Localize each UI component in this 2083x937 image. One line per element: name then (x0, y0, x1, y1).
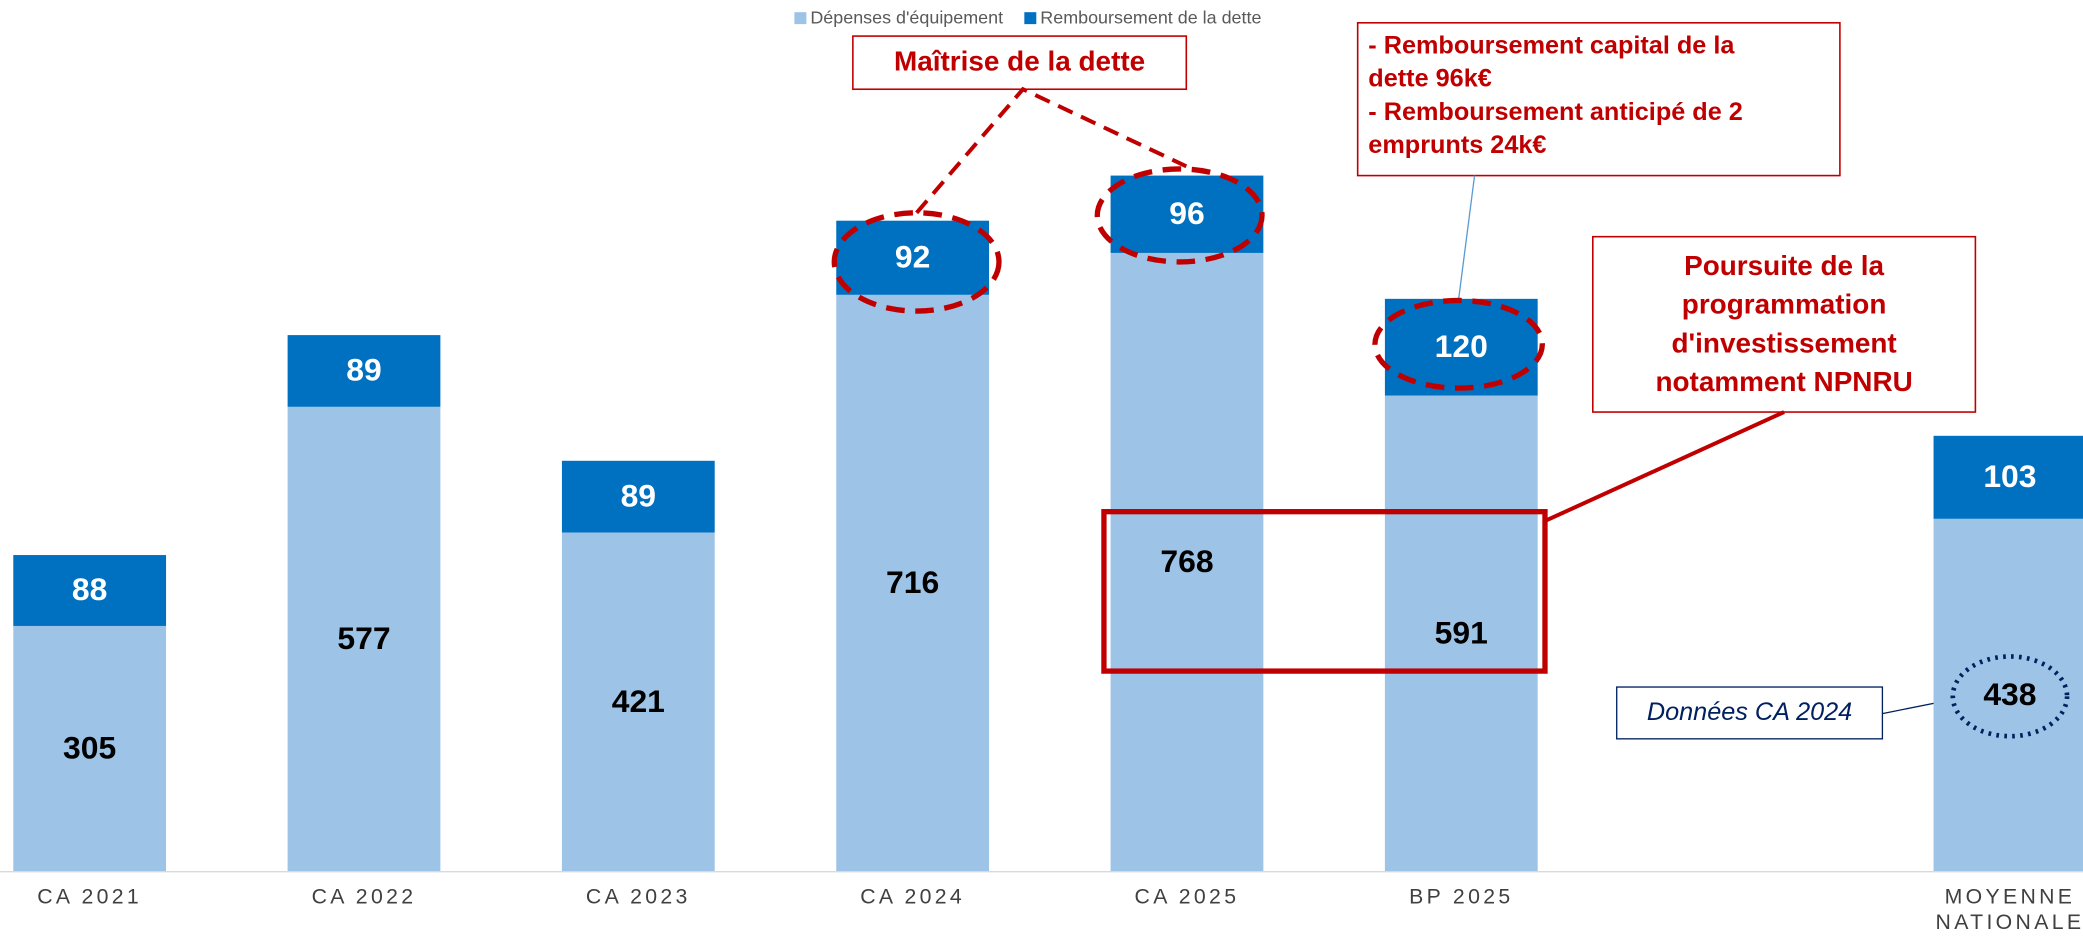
bar-segment (1384, 395, 1538, 872)
bar-segment (561, 532, 715, 872)
x-tick-label: BP 2025 (1409, 886, 1514, 909)
x-tick-label-box: MOYENNE NATIONALE (1935, 886, 2083, 935)
annotation-box (1592, 235, 1977, 413)
legend-swatch (1024, 12, 1037, 25)
data-label: 768 (1160, 543, 1213, 579)
bar-segment (561, 460, 715, 533)
data-label: 120 (1435, 328, 1488, 364)
x-tick-label: CA 2022 (311, 886, 417, 909)
annotation: Données CA 2024 (1646, 698, 1853, 727)
x-tick-label: CA 2021 (37, 886, 143, 909)
data-label: 716 (886, 564, 939, 600)
data-label: 89 (346, 352, 381, 388)
x-tick-label: CA 2025 (1134, 886, 1240, 909)
annotation: Maîtrise de la dette (894, 46, 1146, 78)
bar-segment (1110, 252, 1264, 872)
x-tick-label-box: CA 2025 (1134, 886, 1240, 909)
highlight-ellipse (1372, 297, 1545, 391)
annotation: - Remboursement capital de la dette 96k€… (1368, 29, 1793, 162)
data-label: 438 (1983, 676, 2036, 712)
data-label: 89 (621, 477, 656, 513)
data-label: 591 (1435, 614, 1488, 650)
bar-segment (836, 220, 990, 295)
legend-label: Remboursement de la dette (1040, 8, 1261, 28)
data-label: 305 (63, 730, 116, 766)
annotation-text: Données CA 2024 (1646, 698, 1853, 727)
connector (1544, 410, 1785, 523)
data-label: 88 (72, 571, 107, 607)
annotation-box (1356, 22, 1841, 177)
x-tick-label-box: BP 2025 (1409, 886, 1514, 909)
annotation-text: Poursuite de la programmation d'investis… (1655, 251, 1913, 398)
data-label: 577 (337, 620, 390, 656)
annotation-box (852, 35, 1188, 91)
bar-segment (13, 555, 167, 626)
highlight-ellipse (1950, 654, 2070, 739)
highlight-ellipse (831, 210, 1002, 314)
x-tick-label-box: CA 2024 (860, 886, 966, 909)
annotation-text: Maîtrise de la dette (894, 46, 1146, 78)
x-tick-label-box: CA 2021 (37, 886, 143, 909)
legend-label: Dépenses d'équipement (810, 8, 1003, 28)
annotation-group: - Remboursement capital de la dette 96k€… (1368, 29, 1793, 162)
bar-segment (13, 625, 167, 872)
bar-segment (1933, 435, 2083, 519)
data-label: 103 (1983, 458, 2036, 494)
highlight-ellipse (1094, 166, 1265, 265)
bar-segment (1933, 518, 2083, 872)
x-tick-label-box: CA 2023 (585, 886, 691, 909)
bar-segment (287, 406, 441, 872)
bar-segment (1110, 175, 1264, 253)
annotation-box (1616, 686, 1884, 740)
legend-swatch (794, 12, 807, 25)
connector (915, 86, 1188, 215)
data-label: 92 (895, 239, 930, 275)
x-tick-label: MOYENNE NATIONALE (1935, 886, 2083, 935)
bar-segment (287, 335, 441, 407)
data-label: 421 (612, 683, 665, 719)
highlight-box (1101, 509, 1548, 674)
x-tick-label: CA 2024 (860, 886, 966, 909)
bar-segment (836, 294, 990, 872)
connector (1457, 175, 1476, 300)
annotation-text: - Remboursement anticipé de 2 emprunts 2… (1368, 98, 1743, 160)
annotation-text: - Remboursement capital de la dette 96k€ (1368, 32, 1735, 94)
x-tick-label: CA 2023 (585, 886, 691, 909)
annotation: Poursuite de la programmation d'investis… (1655, 251, 1913, 398)
x-tick-label-box: CA 2022 (311, 886, 417, 909)
data-label: 96 (1169, 195, 1204, 231)
